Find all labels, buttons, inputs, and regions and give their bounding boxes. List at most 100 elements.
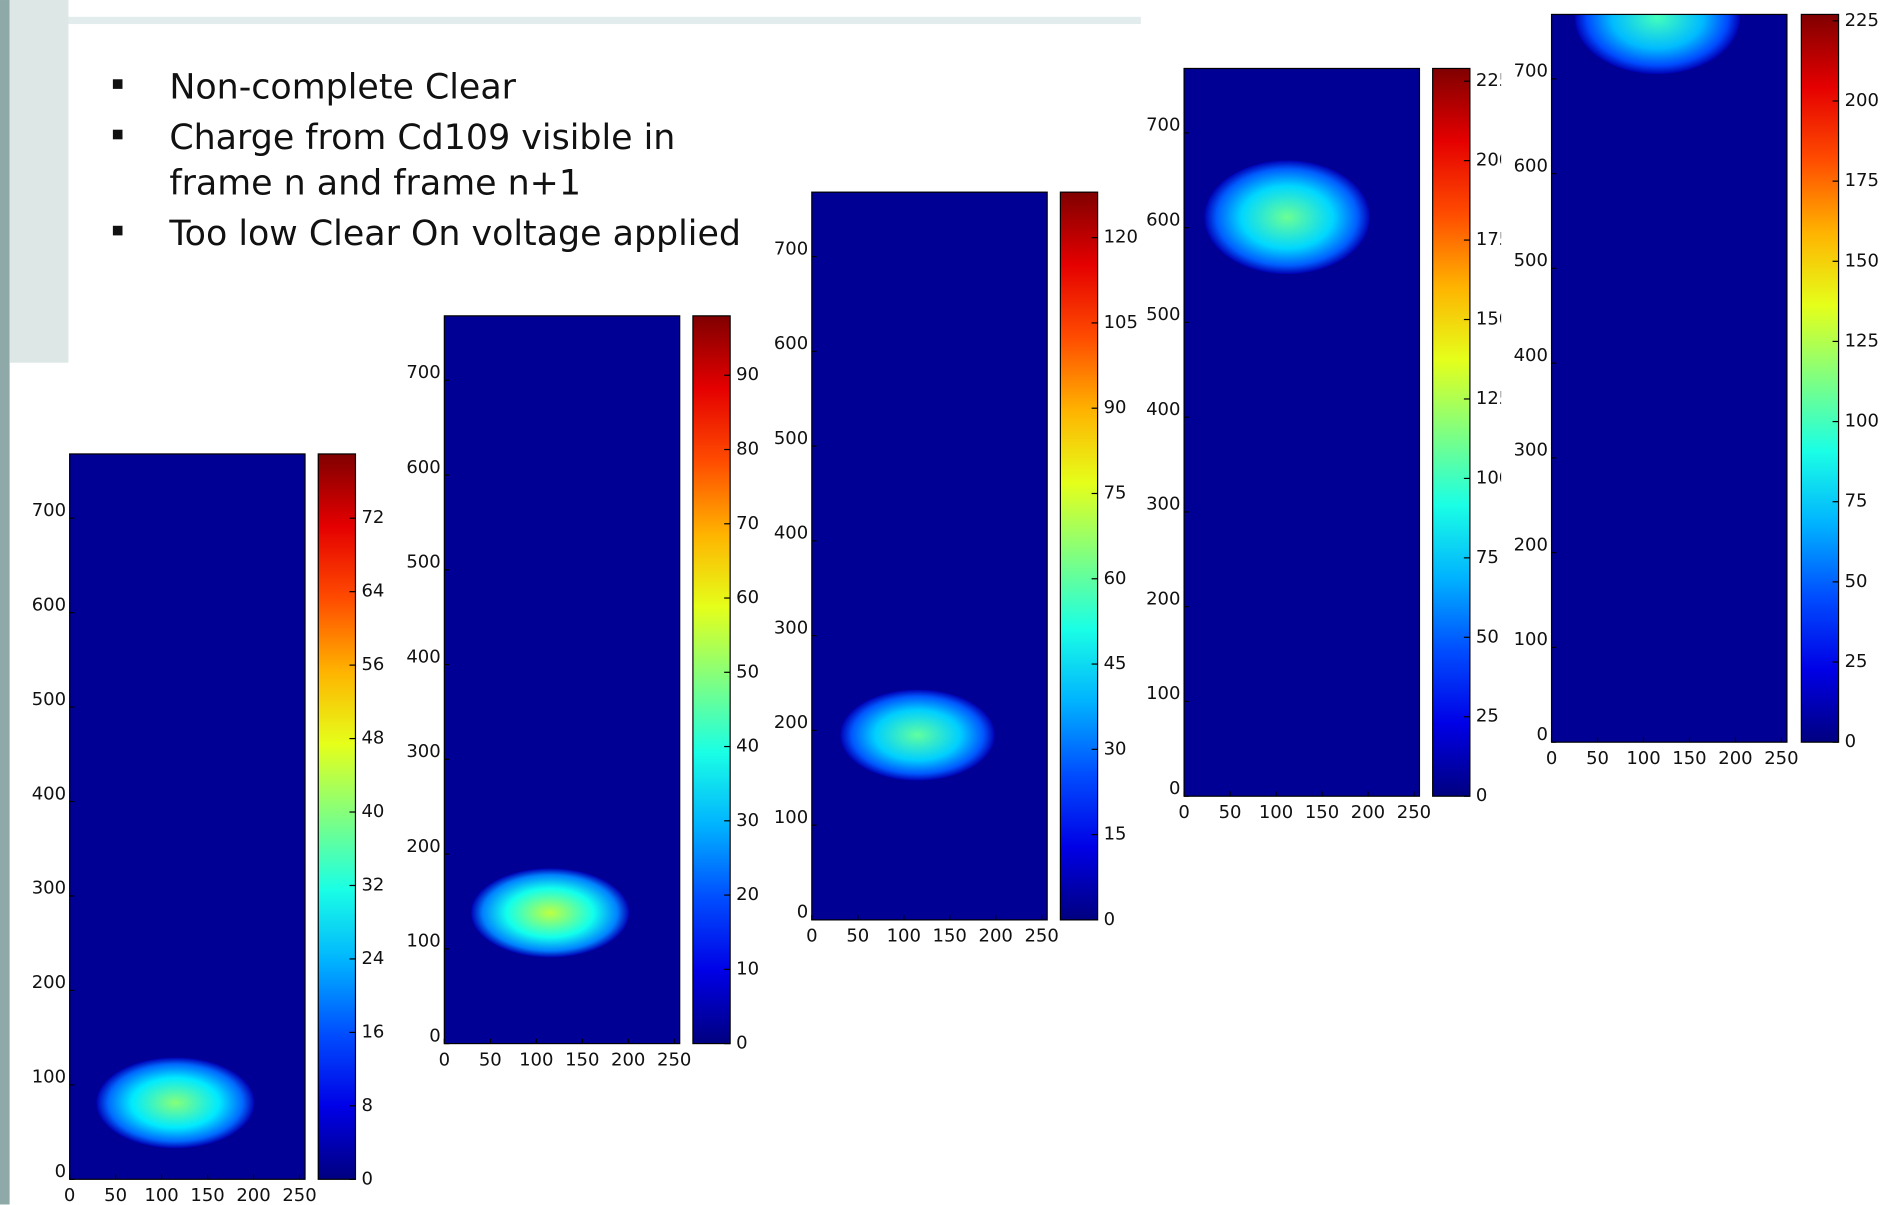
x-tick-label: 150: [1672, 748, 1706, 769]
colorbar-tick-label: 225: [1476, 70, 1510, 91]
plot-frame: [1183, 67, 1421, 797]
x-tick-label: 150: [933, 926, 967, 947]
colorbar-labels: 0 25 50 75 100 125 150 175 200 225: [1845, 10, 1879, 752]
colorbar-tick-label: 75: [1104, 482, 1127, 503]
colorbar: [1059, 191, 1099, 921]
y-tick-label: 700: [32, 500, 66, 521]
y-tick-label: 300: [406, 741, 440, 762]
colorbar-tick-label: 105: [1104, 312, 1138, 333]
plot-frame: [69, 453, 306, 1180]
y-tick-label: 700: [1146, 115, 1180, 136]
colorbar-tick-label: 60: [1104, 568, 1127, 589]
colorbar: [1432, 67, 1471, 797]
x-tick-label: 0: [1546, 748, 1557, 769]
y-tick-label: 500: [32, 689, 66, 710]
y-tick-label: 700: [1514, 61, 1548, 82]
colorbar-tick-label: 72: [361, 507, 384, 528]
colorbar-labels: 0 8 16 24 32 40 48 56 64 72: [361, 507, 384, 1189]
colorbar-tick-label: 56: [361, 654, 384, 675]
colorbar-tick-label: 10: [736, 958, 759, 979]
y-tick-label: 200: [1514, 534, 1548, 555]
colorbar-tick-label: 80: [736, 439, 759, 460]
y-tick-label: 500: [406, 552, 440, 573]
x-tick-label: 50: [1219, 802, 1242, 823]
x-tick-label: 0: [1178, 802, 1189, 823]
colorbar-tick-label: 70: [736, 513, 759, 534]
x-tick-label: 100: [519, 1049, 553, 1070]
colorbar-tick-label: 16: [361, 1021, 384, 1042]
colorbar-tick-label: 0: [1476, 785, 1487, 806]
colorbar-tick-label: 0: [361, 1168, 372, 1189]
charge-blob: [1574, 14, 1741, 75]
colorbar-labels: 0 25 50 75 100 125 150 175 200 225: [1476, 70, 1510, 806]
bullet-marker: [112, 129, 123, 140]
side-bar: [0, 0, 10, 1205]
y-tick-label: 300: [1514, 440, 1548, 461]
colorbar-labels: 0 15 30 45 60 75 90 105 120: [1104, 227, 1138, 930]
plot-frame: [811, 191, 1048, 921]
y-tick-label: 0: [55, 1161, 66, 1182]
x-tick-label: 150: [1305, 802, 1339, 823]
colorbar-tick-label: 8: [361, 1095, 372, 1116]
y-tick-label: 500: [1514, 250, 1548, 271]
x-tick-label: 150: [565, 1049, 599, 1070]
y-tick-label: 200: [32, 972, 66, 993]
y-tick-label: 600: [774, 333, 808, 354]
plot-frame: [1550, 13, 1788, 743]
x-tick-label: 100: [144, 1185, 178, 1205]
y-tick-label: 700: [774, 238, 808, 259]
x-tick-label: 50: [1586, 748, 1609, 769]
charts: 0 50 100 150 200 2500100200300400500600700081…: [32, 10, 1879, 1205]
colorbar-tick-label: 45: [1104, 653, 1127, 674]
x-tick-label: 250: [282, 1185, 316, 1205]
bullet-text: Non-complete Clear: [169, 67, 516, 107]
colorbar-tick-label: 50: [1476, 626, 1499, 647]
y-tick-label: 500: [774, 428, 808, 449]
colorbar-tick-label: 30: [736, 810, 759, 831]
colorbar-tick-label: 60: [736, 587, 759, 608]
colorbar: [317, 453, 357, 1180]
colorbar-tick-label: 0: [736, 1033, 747, 1054]
x-tick-label: 200: [1351, 802, 1385, 823]
colorbar-tick-label: 0: [1104, 909, 1115, 930]
x-tick-label: 50: [104, 1185, 127, 1205]
y-tick-label: 100: [1146, 683, 1180, 704]
colorbar-tick-label: 75: [1476, 547, 1499, 568]
y-tick-label: 0: [429, 1025, 440, 1046]
y-tick-label: 200: [774, 712, 808, 733]
y-tick-label: 200: [1146, 588, 1180, 609]
colorbar-tick-label: 40: [736, 736, 759, 757]
colorbar-tick-label: 40: [361, 801, 384, 822]
x-tick-label: 200: [611, 1049, 645, 1070]
colorbar-tick-label: 125: [1845, 330, 1879, 351]
colorbar-tick-label: 64: [361, 581, 384, 602]
x-tick-label: 0: [806, 926, 817, 947]
colorbar-tick-label: 120: [1104, 227, 1138, 248]
bullet-text: Charge from Cd109 visible in: [169, 118, 675, 158]
colorbar-tick-label: 75: [1845, 491, 1868, 512]
colorbar-tick-label: 100: [1476, 467, 1510, 488]
y-tick-label: 300: [1146, 494, 1180, 515]
y-tick-label: 100: [32, 1067, 66, 1088]
bullet-text: Too low Clear On voltage applied: [168, 214, 741, 254]
colorbar: [1800, 13, 1840, 743]
charge-blob: [470, 868, 630, 958]
y-tick-label: 0: [1536, 724, 1547, 745]
plot-area: [811, 192, 1048, 920]
heatmap-panel: 0 50 100 150 200 250 0 100 200 300 400 500 600 700 0 25…: [1146, 67, 1510, 823]
heatmap-panel: 0 50 100 150 200 250 0 100 200 300 400 500 600 700 0 8 1…: [32, 453, 384, 1205]
top-rule: [68, 16, 1141, 25]
x-tick-label: 250: [657, 1049, 691, 1070]
colorbar-tick-label: 150: [1476, 309, 1510, 330]
charge-blob: [96, 1057, 255, 1149]
bullet-marker: [112, 79, 123, 89]
y-tick-label: 400: [32, 783, 66, 804]
x-tick-label: 100: [887, 926, 921, 947]
x-tick-label: 200: [1718, 748, 1752, 769]
colorbar-tick-label: 50: [1845, 571, 1868, 592]
y-tick-label: 0: [797, 902, 808, 923]
colorbar-tick-label: 90: [736, 364, 759, 385]
colorbar-tick-label: 225: [1845, 10, 1879, 31]
colorbar-tick-label: 24: [361, 948, 384, 969]
